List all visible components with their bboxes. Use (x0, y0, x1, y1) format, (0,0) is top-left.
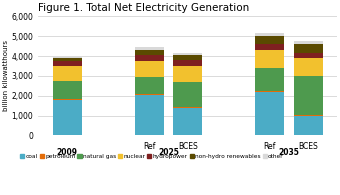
Bar (53, 66, 82, 81)
Text: BCES: BCES (299, 142, 318, 151)
Text: Ref: Ref (143, 142, 155, 151)
Legend: coal, petroleum, natural gas, nuclear, hydropower, non-hydro renewables, other: coal, petroleum, natural gas, nuclear, h… (20, 154, 284, 159)
Bar (173, 82, 202, 107)
Bar (135, 55, 164, 60)
Bar (173, 107, 202, 108)
Bar (294, 53, 323, 58)
Text: 2025: 2025 (158, 148, 179, 157)
Bar (53, 61, 82, 66)
Y-axis label: billion kilowatthours: billion kilowatthours (3, 40, 9, 111)
Bar (53, 81, 82, 99)
Bar (255, 36, 284, 44)
Text: Figure 1. Total Net Electricity Generation: Figure 1. Total Net Electricity Generati… (38, 3, 250, 13)
Bar (294, 76, 323, 115)
Bar (255, 91, 284, 92)
Bar (135, 95, 164, 136)
Bar (173, 108, 202, 136)
Bar (294, 115, 323, 116)
Bar (294, 44, 323, 53)
Bar (135, 50, 164, 55)
Bar (53, 58, 82, 61)
Bar (255, 92, 284, 136)
Bar (173, 66, 202, 82)
Bar (255, 33, 284, 36)
Bar (294, 58, 323, 76)
Text: BCES: BCES (178, 142, 198, 151)
Bar (135, 47, 164, 50)
Bar (53, 99, 82, 100)
Bar (135, 94, 164, 95)
Bar (255, 50, 284, 68)
Bar (173, 55, 202, 60)
Bar (255, 44, 284, 50)
Text: 2035: 2035 (278, 148, 300, 157)
Bar (53, 100, 82, 136)
Text: Ref: Ref (264, 142, 276, 151)
Text: 2009: 2009 (57, 148, 78, 157)
Bar (255, 68, 284, 91)
Bar (294, 41, 323, 44)
Bar (294, 116, 323, 136)
Bar (53, 57, 82, 58)
Bar (173, 53, 202, 55)
Bar (135, 60, 164, 77)
Bar (173, 60, 202, 66)
Bar (135, 77, 164, 94)
